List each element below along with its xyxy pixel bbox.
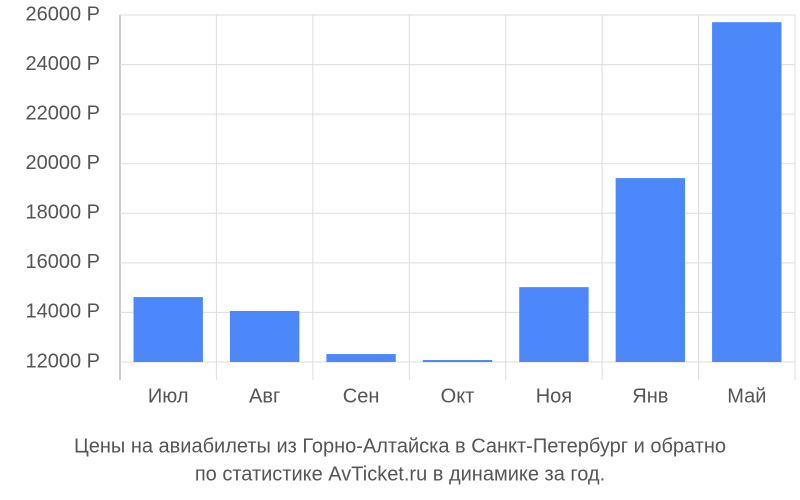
bar bbox=[422, 360, 493, 362]
chart-title: Цены на авиабилеты из Горно-Алтайска в С… bbox=[74, 435, 726, 457]
y-tick-label: 26000 Р bbox=[25, 3, 100, 25]
bar bbox=[519, 287, 589, 362]
bar bbox=[133, 297, 203, 362]
x-tick-label: Авг bbox=[249, 385, 280, 407]
bar bbox=[615, 178, 686, 362]
x-tick-label: Май bbox=[727, 385, 766, 407]
y-tick-label: 18000 Р bbox=[25, 202, 100, 224]
x-tick-label: Ноя bbox=[536, 385, 572, 407]
x-tick-label: Янв bbox=[632, 385, 668, 407]
bar bbox=[712, 22, 782, 362]
y-tick-label: 22000 Р bbox=[25, 102, 100, 124]
y-tick-label: 16000 Р bbox=[25, 251, 100, 273]
bar bbox=[326, 354, 396, 362]
y-tick-label: 20000 Р bbox=[25, 152, 100, 174]
chart-subtitle: по статистике AvTicket.ru в динамике за … bbox=[195, 463, 605, 485]
bar bbox=[229, 310, 300, 362]
x-tick-label: Июл bbox=[148, 385, 189, 407]
x-tick-label: Окт bbox=[441, 385, 475, 407]
y-tick-label: 12000 Р bbox=[25, 350, 100, 372]
x-tick-label: Сен bbox=[343, 385, 380, 407]
y-tick-label: 14000 Р bbox=[25, 301, 100, 323]
y-tick-label: 24000 Р bbox=[25, 53, 100, 75]
